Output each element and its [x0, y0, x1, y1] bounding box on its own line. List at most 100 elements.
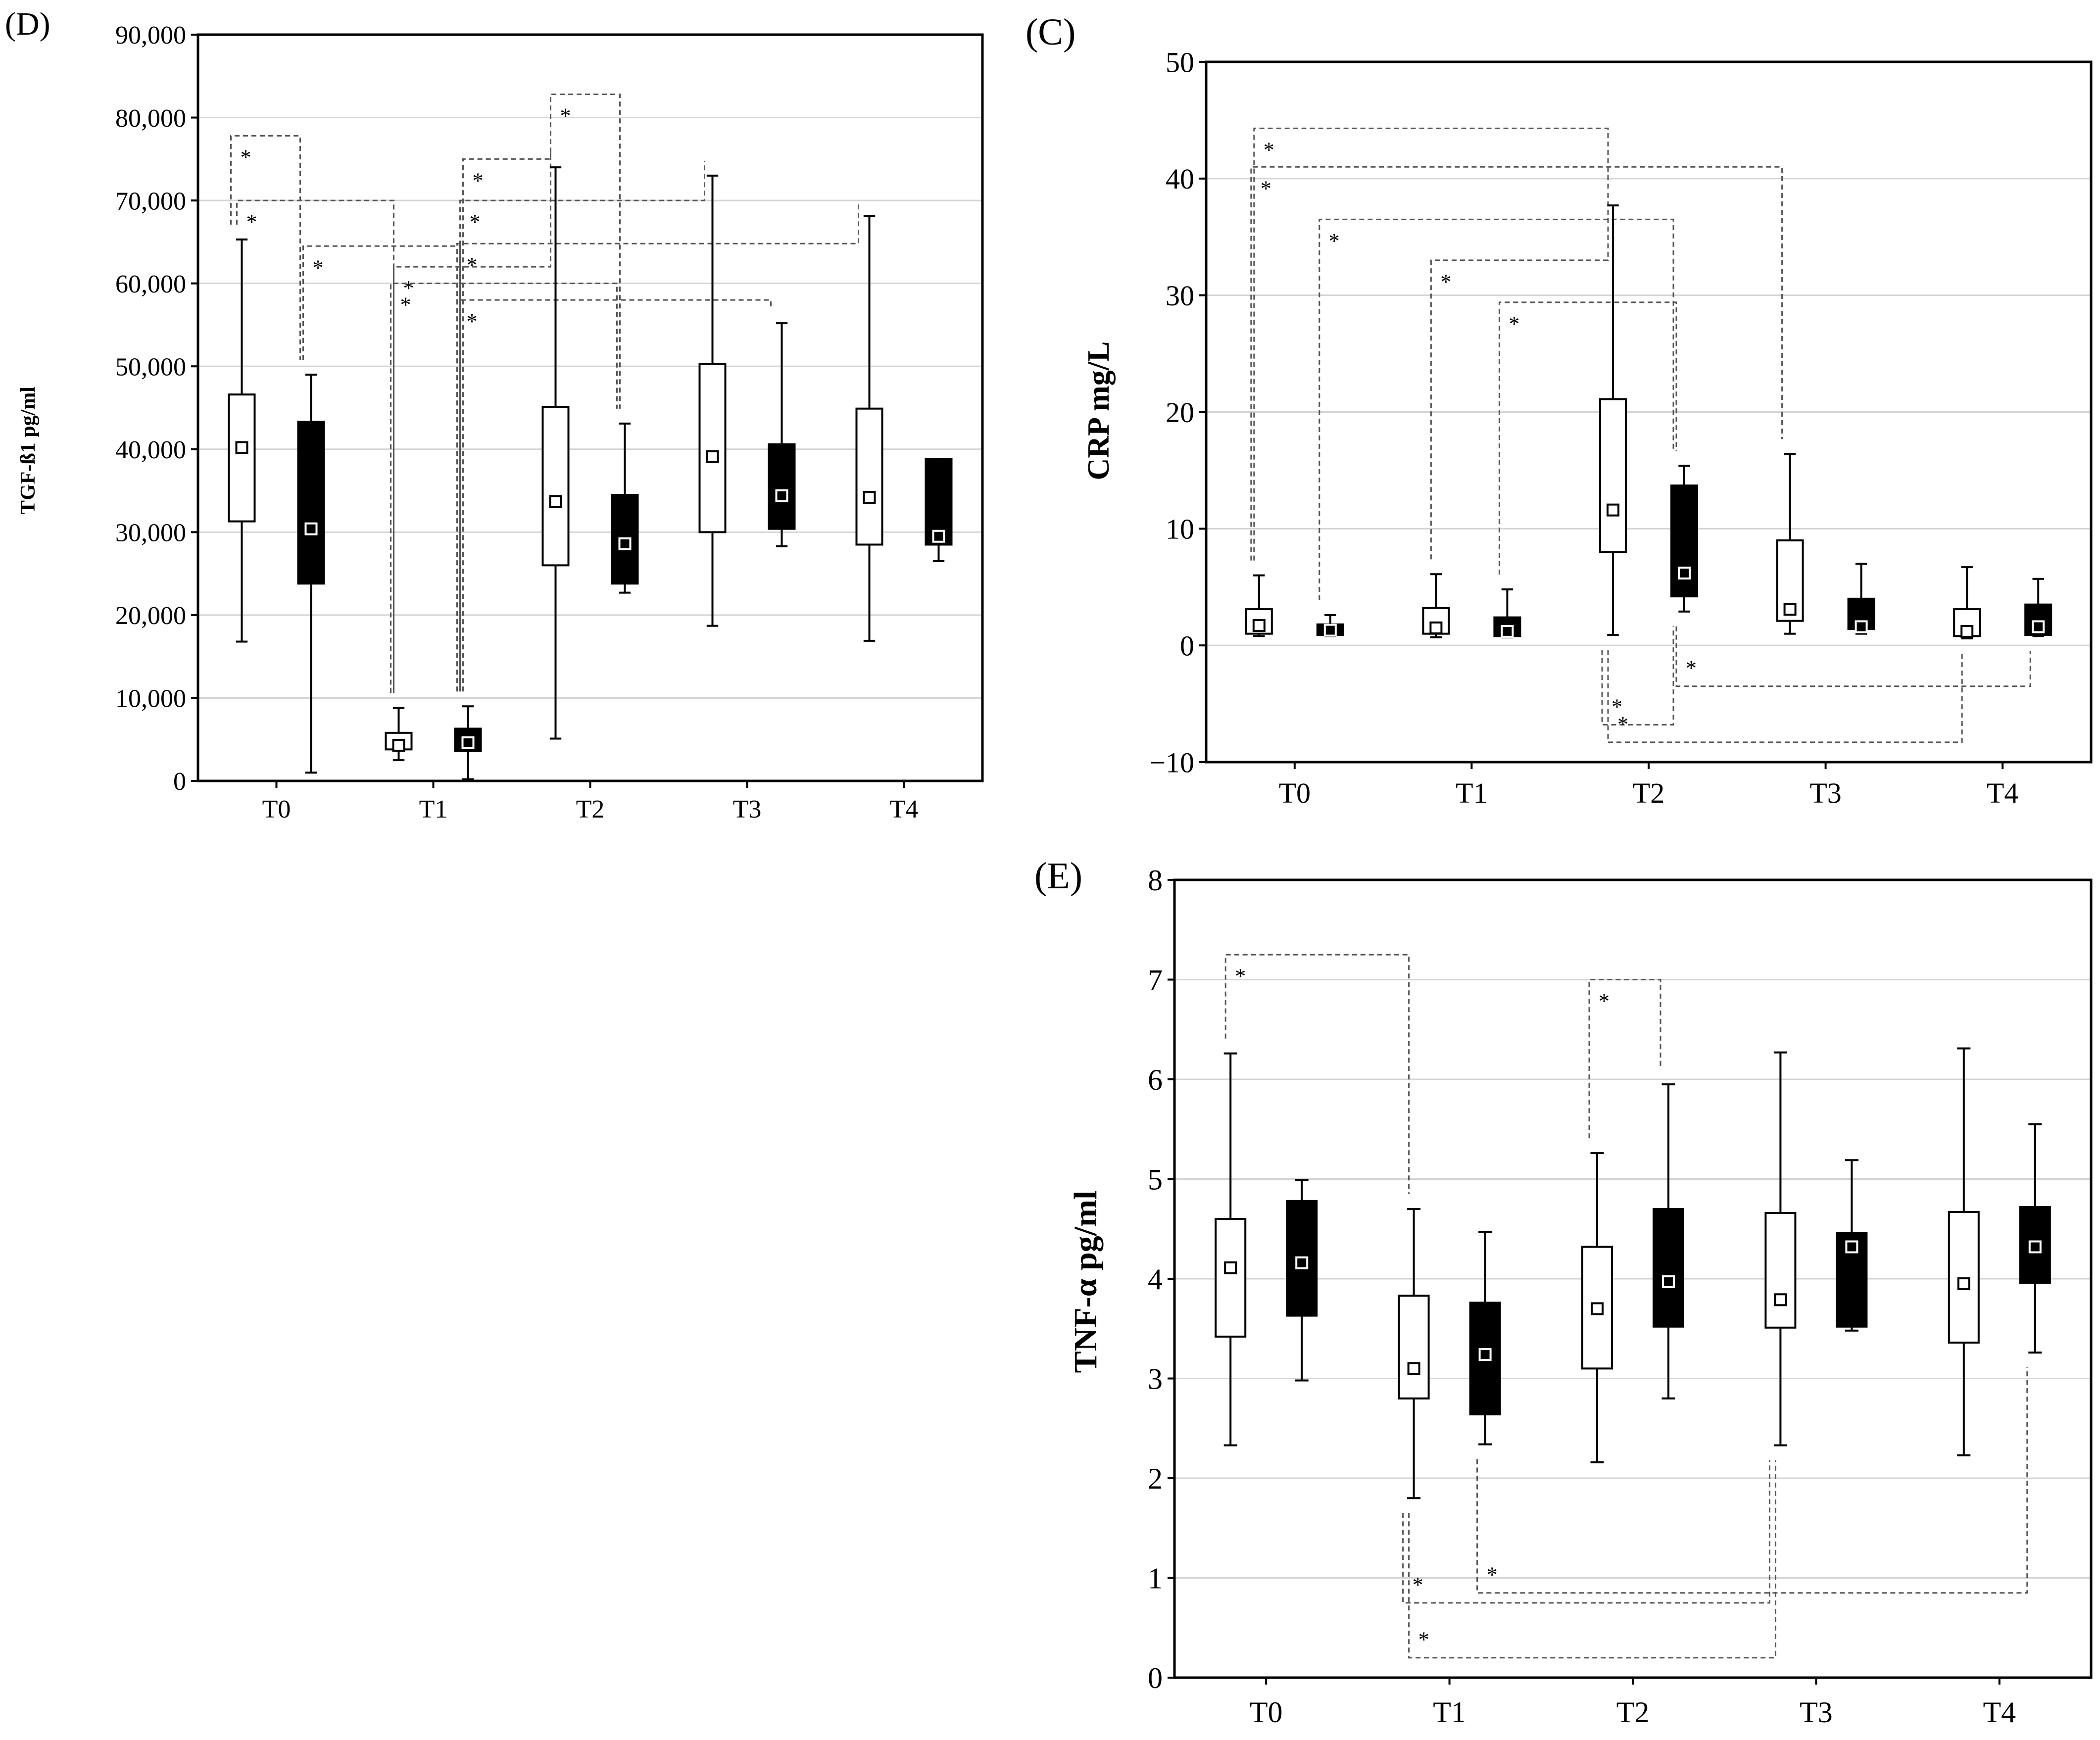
y-tick-label: 40: [1166, 163, 1194, 195]
significance-star: *: [313, 255, 324, 280]
y-tick-label: 5: [1148, 1163, 1163, 1196]
median-marker: [1295, 1256, 1309, 1269]
box: [1653, 1208, 1684, 1328]
y-tick-label: 1: [1148, 1562, 1163, 1595]
significance-star: *: [1509, 312, 1519, 336]
significance-bracket: [550, 94, 621, 409]
x-tick-label: T0: [1250, 1696, 1283, 1729]
median-marker: [1407, 1362, 1420, 1375]
median-marker: [1224, 1261, 1237, 1274]
median-marker: [2032, 620, 2045, 633]
median-marker: [1323, 624, 1337, 637]
y-axis-title: TNF-α pg/ml: [1068, 1191, 1104, 1373]
significance-bracket: [456, 201, 859, 692]
median-marker: [1607, 503, 1619, 517]
median-marker: [1845, 1240, 1858, 1254]
significance-star: *: [246, 210, 257, 234]
y-tick-label: 20: [1166, 396, 1194, 429]
box: [1764, 1212, 1797, 1329]
significance-bracket: [393, 152, 551, 693]
x-tick-label: T4: [1983, 1696, 2016, 1729]
y-tick-label: 0: [1180, 629, 1194, 662]
median-marker: [1783, 603, 1797, 616]
median-marker: [304, 522, 318, 535]
median-marker: [549, 495, 562, 508]
significance-bracket: [1408, 1460, 1776, 1659]
significance-star: *: [467, 309, 478, 334]
y-tick-label: 10,000: [115, 685, 186, 713]
y-tick-label: 10: [1166, 513, 1194, 545]
x-tick-label: T1: [1456, 777, 1487, 809]
y-tick-label: 90,000: [115, 21, 186, 49]
significance-bracket: [459, 160, 705, 692]
box: [297, 421, 325, 585]
x-tick-label: T2: [1616, 1696, 1650, 1729]
median-marker: [1957, 1277, 1970, 1291]
significance-star: *: [1617, 712, 1628, 736]
significance-star: *: [467, 253, 478, 277]
significance-bracket: [1430, 191, 1609, 560]
box: [855, 407, 883, 546]
significance-star: *: [400, 293, 411, 317]
median-marker: [1501, 625, 1514, 638]
significance-star: *: [1264, 138, 1274, 162]
y-tick-label: 80,000: [115, 104, 186, 133]
x-tick-label: T0: [262, 795, 291, 823]
y-axis-title: TGF-ß1 pg/ml: [17, 387, 40, 514]
median-marker: [2028, 1240, 2042, 1254]
significance-star: *: [1418, 1628, 1429, 1652]
panel-label: (C): [1026, 11, 1075, 53]
median-marker: [775, 489, 788, 502]
median-marker: [1855, 620, 1868, 633]
significance-star: *: [560, 104, 571, 128]
panel-e: 0 1 2 3 4 5 6 7 8 T0 T1 T2 T3 T4 (E) TNF-α pg/ml * * * * *: [1034, 855, 2093, 1729]
x-tick-label: T3: [1809, 777, 1841, 809]
x-tick-label: T3: [1800, 1696, 1833, 1729]
box: [1398, 1295, 1430, 1400]
significance-star: *: [1487, 1563, 1498, 1587]
panel-label: (D): [5, 6, 50, 42]
box: [1599, 398, 1627, 553]
significance-star: *: [1235, 964, 1246, 988]
median-marker: [863, 490, 876, 504]
significance-bracket: [1675, 626, 2031, 687]
significance-bracket: [1498, 301, 1677, 575]
significance-bracket: [1250, 166, 1783, 561]
median-marker: [1960, 625, 1974, 638]
significance-bracket: [302, 245, 461, 692]
significance-star: *: [1413, 1573, 1423, 1597]
y-tick-label: 8: [1148, 864, 1163, 897]
median-marker: [461, 736, 475, 749]
y-tick-label: 7: [1148, 964, 1163, 997]
y-tick-label: 60,000: [115, 270, 186, 298]
significance-star: *: [1599, 989, 1610, 1014]
median-marker: [1591, 1302, 1604, 1315]
significance-star: *: [470, 210, 481, 234]
box: [698, 363, 727, 533]
y-tick-label: 6: [1148, 1063, 1163, 1096]
significance-bracket: [1224, 954, 1410, 1194]
median-marker: [1252, 619, 1266, 632]
significance-bracket: [1588, 979, 1661, 1139]
median-marker: [1774, 1293, 1787, 1306]
y-tick-label: 0: [1148, 1662, 1163, 1694]
y-tick-label: −10: [1149, 746, 1194, 778]
box: [1776, 539, 1804, 622]
significance-star: *: [473, 168, 484, 193]
median-marker: [235, 441, 248, 454]
y-tick-label: 70,000: [115, 187, 186, 215]
median-marker: [706, 450, 719, 463]
significance-bracket: [390, 283, 618, 693]
significance-bracket: [1253, 127, 1609, 561]
y-tick-label: 4: [1148, 1263, 1163, 1296]
significance-bracket: [462, 152, 551, 692]
y-tick-label: 0: [173, 768, 186, 796]
median-marker: [392, 738, 405, 752]
y-tick-label: 2: [1148, 1462, 1163, 1495]
y-tick-label: 20,000: [115, 602, 186, 630]
significance-star: *: [241, 145, 251, 169]
median-marker: [932, 530, 945, 543]
y-tick-label: 50: [1166, 46, 1194, 78]
x-tick-label: T2: [576, 795, 605, 823]
x-tick-label: T2: [1633, 777, 1664, 809]
